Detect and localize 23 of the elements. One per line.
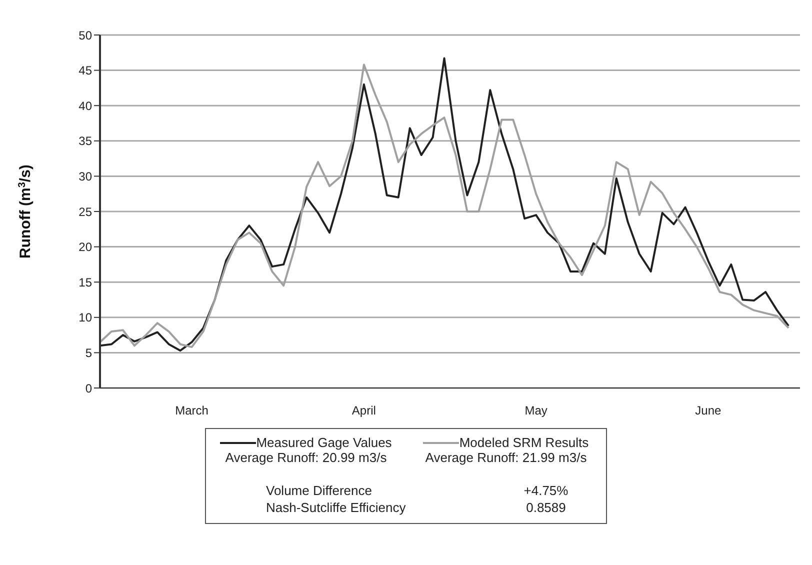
y-tick-label: 30 [78,169,92,184]
x-tick-label: June [695,404,722,418]
text: 0.8589 [525,500,567,515]
text: Volume Difference [266,483,373,498]
x-tick-label: March [175,404,208,418]
y-tick-label: 20 [78,240,92,254]
y-tick-label: 0 [85,381,92,396]
text: +4.75% [522,483,570,498]
text: Nash-Sutcliffe Efficiency [266,500,407,515]
y-tick-label: 40 [78,98,92,113]
y-tick-label: 45 [78,64,92,78]
x-tick-label: April [352,404,376,418]
y-tick-label: 10 [78,310,92,325]
y-tick-label: 15 [78,275,92,290]
y-tick-label: 25 [78,204,92,219]
x-tick-label: May [524,404,548,418]
text: Average Runoff: 20.99 m3/s [224,450,388,465]
legend-label: Modeled SRM Results [459,435,589,450]
y-tick-label: 50 [78,28,92,42]
y-tick-label: 35 [78,134,92,148]
y-tick-label: 5 [85,346,92,360]
text: Average Runoff: 21.99 m3/s [424,450,588,465]
legend-label: Measured Gage Values [256,435,392,450]
